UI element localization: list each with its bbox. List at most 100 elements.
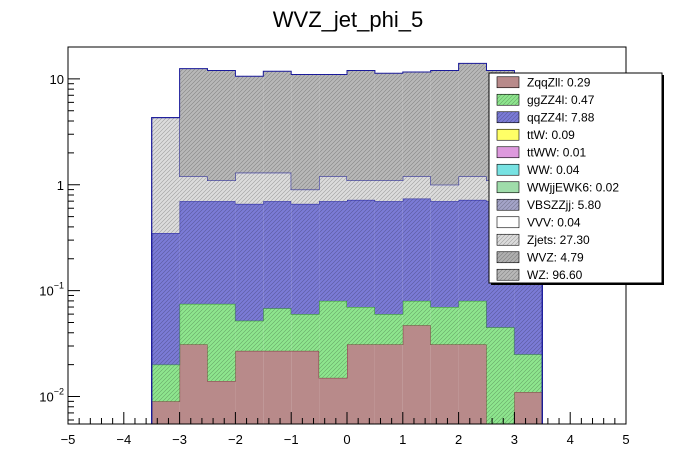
x-axis: −5 −4 −3 −2 −1 0 1 2 3 4 5 [61, 412, 630, 447]
legend-swatch-wwjjewk6 [496, 181, 520, 194]
bar-qqzz4l-hatch-bin-10 [430, 201, 459, 308]
y-tick-label: 1 [57, 178, 64, 193]
bar-zqqzll-bin-5 [291, 350, 320, 424]
histogram-bars [151, 62, 543, 425]
bar-qqzz4l-hatch-bin-7 [347, 199, 375, 308]
legend-swatch-hatch-wz [497, 269, 519, 281]
y-tick-label: 10−2 [39, 387, 64, 405]
outline-wz [151, 62, 543, 424]
legend-swatch-hatch-zjets [497, 234, 519, 246]
x-tick-label: 4 [567, 432, 574, 447]
legend-label-wvz: WVZ: 4.79 [527, 250, 584, 264]
bar-qqzz4l-hatch-bin-9 [402, 198, 431, 301]
bar-qqzz4l-hatch-bin-1 [179, 201, 208, 304]
bar-ggzz4l-hatch-bin-7 [347, 307, 375, 345]
legend-label-vvv: VVV: 0.04 [527, 215, 581, 229]
bar-qqzz4l-hatch-bin-11 [458, 199, 487, 301]
bar-zjets-hatch-bin-0 [151, 117, 180, 234]
y-tick-label: 10−1 [39, 281, 64, 299]
x-tick-label: 0 [343, 432, 350, 447]
legend-label-zqqzll: ZqqZll: 0.29 [527, 75, 591, 89]
bar-zqqzll-bin-4 [263, 350, 292, 424]
legend-label-ttw: ttW: 0.09 [527, 128, 575, 142]
legend-label-wwjjewk6: WWjjEWK6: 0.02 [527, 180, 619, 194]
bar-wz-hatch-bin-1 [179, 68, 208, 177]
x-tick-label: −5 [61, 432, 76, 447]
bar-qqzz4l-hatch-bin-5 [291, 203, 320, 315]
x-tick-label: −4 [116, 432, 131, 447]
bar-zqqzll-bin-1 [179, 344, 208, 424]
bar-ggzz4l-hatch-bin-4 [263, 308, 292, 351]
legend-swatch-vvv [496, 216, 520, 229]
bar-ggzz4l-hatch-bin-12 [486, 327, 515, 424]
bar-zqqzll-bin-6 [319, 377, 347, 424]
bar-qqzz4l-hatch-bin-3 [235, 203, 264, 321]
bar-zqqzll-bin-3 [235, 350, 264, 424]
bar-wz-hatch-bin-3 [235, 76, 264, 173]
legend-swatch-hatch-wvz [497, 251, 519, 263]
bar-qqzz4l-hatch-bin-8 [374, 201, 403, 315]
bar-zjets-hatch-bin-4 [263, 172, 292, 202]
bar-ggzz4l-hatch-bin-2 [207, 303, 236, 382]
bar-wz-hatch-bin-9 [402, 72, 431, 177]
bar-ggzz4l-hatch-bin-5 [291, 314, 320, 351]
bar-zqqzll-bin-9 [402, 325, 431, 424]
legend-box [488, 72, 663, 284]
bar-ggzz4l-hatch-bin-3 [235, 320, 264, 351]
legend-swatch-hatch-ggzz4l [497, 94, 519, 106]
legend-label-ww: WW: 0.04 [527, 163, 580, 177]
x-tick-label: 3 [511, 432, 518, 447]
bar-qqzz4l-hatch-bin-6 [319, 201, 347, 301]
legend-label-wz: WZ: 96.60 [527, 268, 583, 282]
bar-qqzz4l-hatch-bin-0 [151, 233, 180, 365]
bar-zjets-hatch-bin-8 [374, 180, 403, 202]
bar-zjets-hatch-bin-9 [402, 176, 431, 199]
legend-label-ttww: ttWW: 0.01 [527, 145, 586, 159]
bar-ggzz4l-hatch-bin-1 [179, 303, 208, 345]
legend-swatch-ttw [496, 128, 520, 141]
bar-ggzz4l-hatch-bin-8 [374, 314, 403, 345]
legend-label-qqzz4l: qqZZ4l: 7.88 [527, 110, 595, 124]
x-tick-label: −3 [172, 432, 187, 447]
bar-ggzz4l-hatch-bin-10 [430, 307, 459, 345]
bar-zqqzll-bin-13 [514, 392, 543, 424]
y-axis: 10−2 10−1 1 10 [39, 46, 80, 421]
legend-swatch-ww [496, 163, 520, 176]
bar-qqzz4l-hatch-bin-4 [263, 201, 292, 309]
x-tick-label: −1 [284, 432, 299, 447]
legend-swatch-hatch-qqzz4l [497, 111, 519, 123]
bar-wz-hatch-bin-8 [374, 73, 403, 181]
x-tick-label: −2 [228, 432, 243, 447]
chart-title: WVZ_jet_phi_5 [273, 7, 423, 32]
bar-wz-hatch-bin-2 [207, 70, 236, 181]
bar-zqqzll-bin-0 [151, 401, 180, 424]
legend-swatch-ttww [496, 146, 520, 159]
bar-qqzz4l-hatch-bin-2 [207, 201, 236, 304]
bar-wz-hatch-bin-11 [458, 63, 487, 177]
bar-zjets-hatch-bin-3 [235, 172, 264, 204]
legend-swatch-zqqzll [496, 76, 520, 89]
y-tick-label: 10 [50, 72, 64, 87]
bar-wz-hatch-bin-4 [263, 71, 292, 173]
bar-zjets-hatch-bin-11 [458, 176, 487, 200]
legend-label-ggzz4l: ggZZ4l: 0.47 [527, 93, 595, 107]
bar-zqqzll-bin-8 [374, 344, 403, 424]
bar-zjets-hatch-bin-10 [430, 184, 459, 202]
bar-zqqzll-bin-7 [347, 344, 375, 424]
legend-label-vbszzjj: VBSZZjj: 5.80 [527, 198, 601, 212]
bar-ggzz4l-hatch-bin-11 [458, 300, 487, 345]
bar-zqqzll-bin-2 [207, 381, 236, 424]
bar-zjets-hatch-bin-7 [347, 180, 375, 200]
legend-label-zjets: Zjets: 27.30 [527, 233, 590, 247]
legend-swatch-hatch-vbszzjj [497, 199, 519, 211]
bar-zjets-hatch-bin-6 [319, 176, 347, 202]
legend: ZqqZll: 0.29 ggZZ4l: 0.47 qqZZ4l: 7.88 ttW:… [488, 72, 664, 285]
bar-zjets-hatch-bin-5 [291, 189, 320, 204]
bar-zjets-hatch-bin-1 [179, 176, 208, 202]
bar-zqqzll-bin-10 [430, 344, 459, 424]
bar-zqqzll-bin-11 [458, 344, 487, 424]
bar-wz-hatch-bin-7 [347, 70, 375, 181]
bar-wz-hatch-bin-6 [319, 74, 347, 177]
bar-zjets-hatch-bin-2 [207, 180, 236, 202]
